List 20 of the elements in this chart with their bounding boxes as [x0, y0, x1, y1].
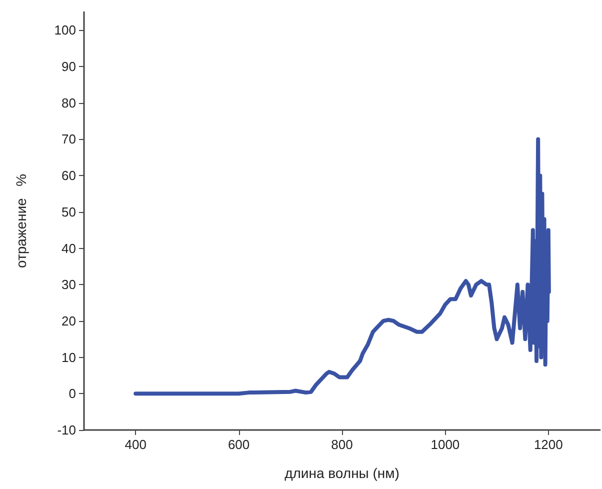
- y-tick-label: 0: [68, 386, 76, 402]
- y-tick-label: 90: [62, 59, 76, 74]
- y-axis-title: отражение %: [13, 174, 29, 268]
- x-tick-label: 400: [124, 437, 146, 452]
- y-tick-label: 60: [62, 168, 76, 184]
- x-axis-title: длина волны (нм): [284, 465, 400, 481]
- x-tick-label: 600: [228, 437, 250, 452]
- x-tick-label: 1200: [534, 437, 563, 452]
- y-tick-label: 80: [62, 95, 76, 110]
- y-tick-label: 50: [62, 204, 76, 220]
- y-tick-label: 20: [62, 313, 76, 328]
- x-tick-label: 800: [331, 437, 353, 452]
- y-tick-label: 70: [62, 132, 76, 147]
- y-tick-label: 30: [62, 277, 76, 292]
- y-tick-label: -10: [57, 422, 76, 438]
- y-tick-label: 100: [54, 22, 76, 38]
- line-series: [134, 137, 551, 396]
- y-tick-label: 40: [62, 240, 76, 256]
- x-tick-label: 1000: [430, 437, 460, 452]
- y-tick-label: 10: [62, 350, 76, 365]
